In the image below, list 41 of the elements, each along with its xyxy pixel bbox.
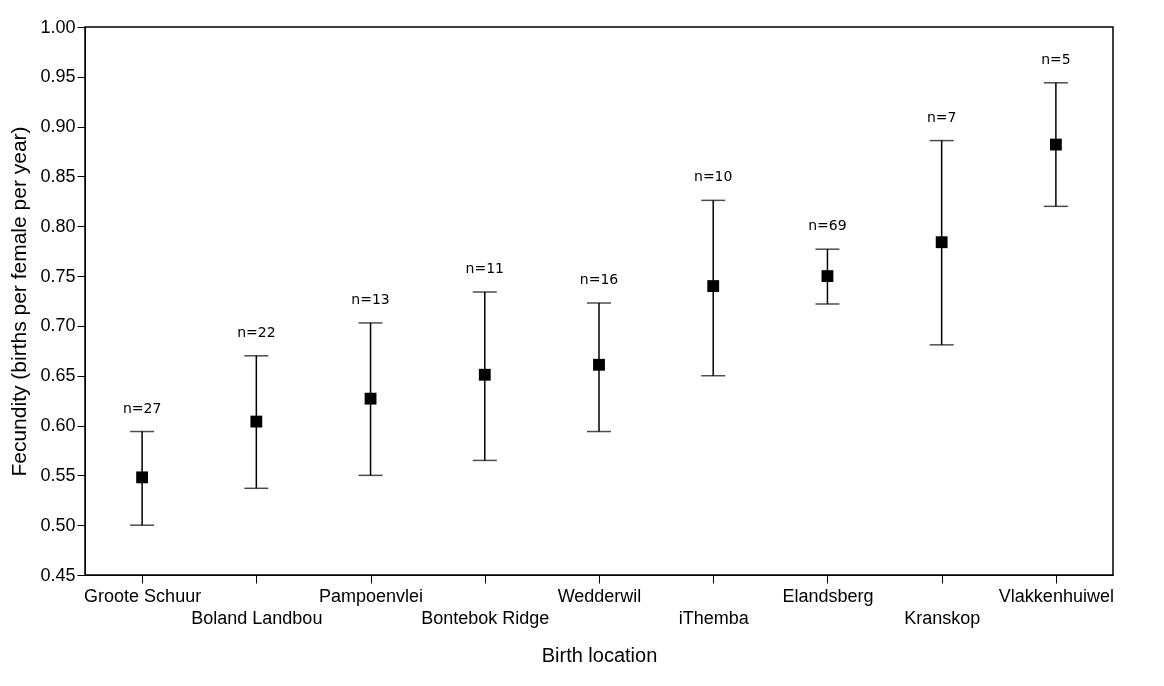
point <box>935 236 948 249</box>
x-tick-label: Kranskop <box>904 607 981 628</box>
x-axis-title: Birth location <box>541 643 658 666</box>
y-axis-title: Fecundity (births per female per year) <box>7 126 31 477</box>
point <box>250 415 263 428</box>
y-tick-label: 0.50 <box>40 514 76 535</box>
x-tick-label: Groote Schuur <box>84 585 202 606</box>
annotation: n=7 <box>926 108 957 125</box>
y-tick-label: 0.45 <box>40 564 76 585</box>
annotation: n=11 <box>465 260 504 277</box>
annotation: n=10 <box>694 168 733 185</box>
point <box>593 358 605 371</box>
annotation: n=27 <box>122 399 162 416</box>
point <box>1049 138 1062 151</box>
y-tick-label: 0.60 <box>40 415 76 436</box>
x-tick-label: Pampoenvlei <box>319 585 424 606</box>
y-tick-label: 0.80 <box>40 215 76 236</box>
x-tick-label: Wedderwil <box>557 585 642 606</box>
point <box>478 368 491 381</box>
x-tick-label: Elandsberg <box>782 585 874 606</box>
y-tick-label: 0.75 <box>40 265 76 286</box>
point <box>364 392 377 405</box>
annotation: n=16 <box>579 270 619 287</box>
x-tick-label: iThemba <box>678 607 750 628</box>
point <box>821 270 834 283</box>
y-tick-label: 0.65 <box>40 365 76 386</box>
point <box>707 280 720 292</box>
annotation: n=22 <box>237 323 276 340</box>
y-tick-label: 0.95 <box>40 66 76 87</box>
point <box>136 471 149 484</box>
y-tick-label: 0.90 <box>40 116 76 137</box>
annotation: n=13 <box>351 290 390 307</box>
x-tick-label: Bontebok Ridge <box>421 607 550 628</box>
y-tick-label: 0.55 <box>40 464 76 485</box>
y-tick-label: 0.85 <box>40 165 76 186</box>
x-tick-label: Boland Landbou <box>191 607 323 628</box>
annotation: n=69 <box>808 217 847 234</box>
annotation: n=5 <box>1041 50 1071 67</box>
y-tick-label: 1.00 <box>40 16 76 37</box>
y-tick-label: 0.70 <box>40 315 76 336</box>
x-tick-label: Vlakkenhuiwel <box>998 585 1114 606</box>
